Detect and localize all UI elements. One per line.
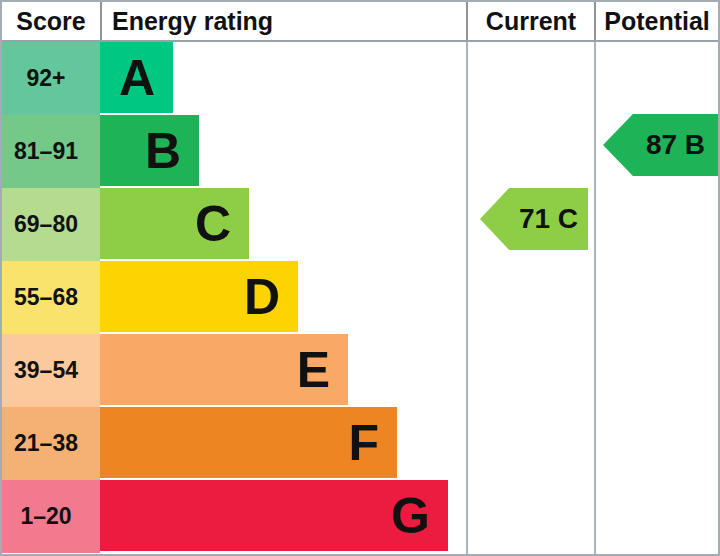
current-rating-label: 71 C: [519, 203, 578, 235]
band-bar-f: F: [100, 407, 397, 478]
score-range-e: 39–54: [2, 334, 100, 407]
band-bar-a: A: [100, 42, 173, 113]
band-bar-g: G: [100, 480, 448, 551]
band-letter-e: E: [297, 345, 330, 395]
band-bar-e: E: [100, 334, 348, 405]
bands-area: 92+ A 81–91 B 69–80 C 55–68 D: [2, 42, 466, 554]
score-range-f: 21–38: [2, 407, 100, 480]
score-range-b: 81–91: [2, 115, 100, 188]
table-header: Score Energy rating Current Potential: [2, 2, 718, 42]
band-letter-b: B: [145, 126, 181, 176]
energy-rating-column-header: Energy rating: [100, 2, 466, 40]
current-column-header: Current: [466, 2, 594, 40]
score-range-g: 1–20: [2, 480, 100, 553]
band-row-d: 55–68 D: [2, 261, 466, 334]
band-letter-f: F: [348, 418, 379, 468]
potential-rating-label: 87 B: [646, 129, 705, 161]
band-row-f: 21–38 F: [2, 407, 466, 480]
band-bar-b: B: [100, 115, 199, 186]
band-bar-d: D: [100, 261, 298, 332]
score-range-c: 69–80: [2, 188, 100, 261]
band-letter-c: C: [195, 199, 231, 249]
band-row-g: 1–20 G: [2, 480, 466, 553]
score-column-header: Score: [2, 2, 100, 40]
band-bar-c: C: [100, 188, 249, 259]
potential-column-header: Potential: [594, 2, 718, 40]
band-letter-a: A: [119, 53, 155, 103]
band-letter-d: D: [244, 272, 280, 322]
epc-energy-rating-chart: Score Energy rating Current Potential 92…: [0, 0, 720, 556]
band-row-a: 92+ A: [2, 42, 466, 115]
potential-rating-arrow: 87 B: [603, 114, 718, 176]
band-row-b: 81–91 B: [2, 115, 466, 188]
score-range-a: 92+: [2, 42, 100, 115]
band-row-c: 69–80 C: [2, 188, 466, 261]
band-letter-g: G: [391, 491, 430, 541]
current-column: 71 C: [466, 42, 594, 554]
chart-body: 92+ A 81–91 B 69–80 C 55–68 D: [2, 42, 718, 554]
score-range-d: 55–68: [2, 261, 100, 334]
band-row-e: 39–54 E: [2, 334, 466, 407]
current-rating-arrow: 71 C: [480, 188, 588, 250]
potential-column: 87 B: [594, 42, 718, 554]
